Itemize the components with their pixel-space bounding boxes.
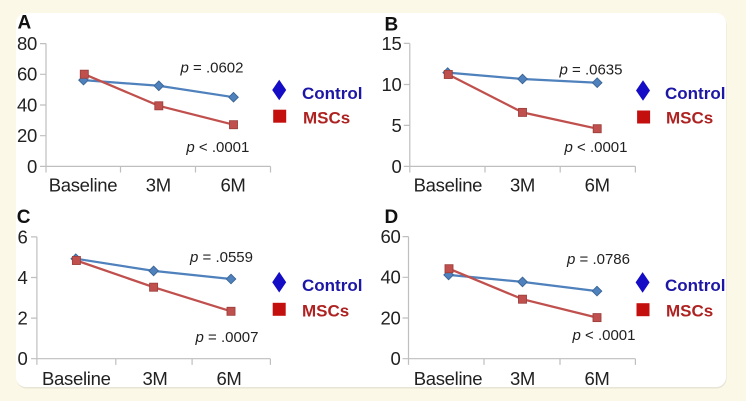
svg-text:6M: 6M (584, 368, 609, 389)
svg-text:MSCs: MSCs (302, 302, 349, 321)
svg-text:Baseline: Baseline (414, 368, 483, 389)
svg-text:15: 15 (382, 33, 402, 54)
svg-text:80: 80 (17, 33, 37, 54)
svg-text:40: 40 (17, 94, 37, 115)
svg-text:MSCs: MSCs (303, 109, 350, 128)
svg-text:p = .0602: p = .0602 (180, 60, 244, 77)
svg-text:Control: Control (665, 276, 725, 295)
svg-text:p < .0001: p < .0001 (564, 139, 628, 156)
svg-text:A: A (18, 13, 32, 34)
svg-text:Control: Control (302, 276, 362, 295)
svg-text:Baseline: Baseline (414, 175, 483, 196)
svg-text:3M: 3M (510, 368, 535, 389)
svg-text:0: 0 (391, 348, 401, 369)
svg-text:10: 10 (382, 74, 402, 95)
svg-text:6M: 6M (216, 368, 241, 389)
svg-text:p = .0559: p = .0559 (189, 249, 253, 266)
svg-text:20: 20 (17, 125, 37, 146)
svg-text:p = .0635: p = .0635 (559, 61, 623, 78)
svg-text:p = .0007: p = .0007 (195, 329, 259, 346)
svg-text:3M: 3M (510, 175, 535, 196)
svg-text:D: D (385, 207, 399, 228)
svg-text:Control: Control (665, 84, 725, 103)
svg-text:B: B (385, 15, 399, 36)
svg-text:2: 2 (18, 308, 28, 329)
svg-text:0: 0 (18, 348, 28, 369)
svg-text:3M: 3M (146, 175, 171, 196)
svg-text:Control: Control (302, 84, 362, 103)
svg-text:C: C (17, 207, 31, 228)
svg-text:0: 0 (27, 156, 37, 177)
svg-text:4: 4 (18, 267, 28, 288)
svg-text:60: 60 (381, 226, 401, 247)
svg-text:p < .0001: p < .0001 (185, 139, 249, 156)
svg-text:20: 20 (381, 307, 401, 328)
svg-text:MSCs: MSCs (666, 109, 713, 128)
svg-text:MSCs: MSCs (666, 302, 713, 321)
svg-text:Baseline: Baseline (49, 175, 118, 196)
svg-text:6: 6 (18, 226, 28, 247)
svg-text:p < .0001: p < .0001 (572, 327, 636, 344)
svg-text:3M: 3M (142, 368, 167, 389)
svg-text:6M: 6M (585, 175, 610, 196)
svg-text:60: 60 (17, 64, 37, 85)
svg-text:6M: 6M (220, 175, 245, 196)
svg-text:Baseline: Baseline (42, 368, 111, 389)
svg-text:5: 5 (392, 115, 402, 136)
svg-text:p = .0786: p = .0786 (566, 251, 630, 268)
svg-text:0: 0 (392, 156, 402, 177)
svg-text:40: 40 (381, 267, 401, 288)
